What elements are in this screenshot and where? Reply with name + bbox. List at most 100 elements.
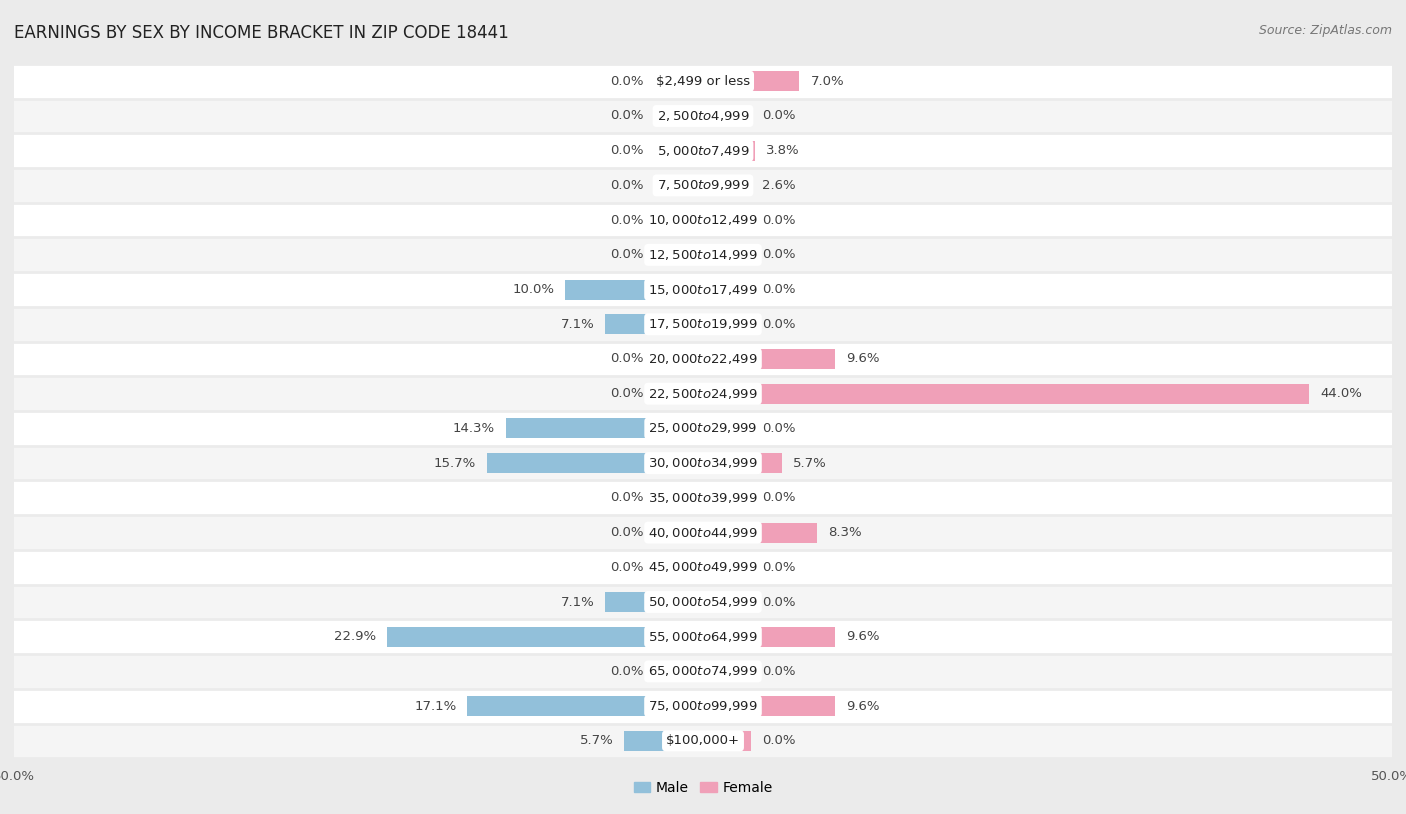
FancyBboxPatch shape [14, 168, 1392, 203]
Text: $22,500 to $24,999: $22,500 to $24,999 [648, 387, 758, 400]
Text: $45,000 to $49,999: $45,000 to $49,999 [648, 560, 758, 575]
Text: $2,500 to $4,999: $2,500 to $4,999 [657, 109, 749, 123]
Text: $15,000 to $17,499: $15,000 to $17,499 [648, 282, 758, 296]
Bar [486, 453, 703, 473]
Bar [655, 210, 703, 230]
FancyBboxPatch shape [14, 584, 1392, 619]
Bar [565, 279, 703, 300]
FancyBboxPatch shape [14, 203, 1392, 238]
Text: 0.0%: 0.0% [762, 734, 796, 747]
FancyBboxPatch shape [14, 619, 1392, 654]
FancyBboxPatch shape [14, 64, 1392, 98]
Text: 0.0%: 0.0% [610, 248, 644, 261]
Text: Source: ZipAtlas.com: Source: ZipAtlas.com [1258, 24, 1392, 37]
Bar [605, 314, 703, 335]
Text: 9.6%: 9.6% [846, 352, 880, 365]
FancyBboxPatch shape [14, 307, 1392, 342]
Text: $17,500 to $19,999: $17,500 to $19,999 [648, 317, 758, 331]
Bar [703, 210, 751, 230]
Bar [703, 71, 800, 91]
Text: EARNINGS BY SEX BY INCOME BRACKET IN ZIP CODE 18441: EARNINGS BY SEX BY INCOME BRACKET IN ZIP… [14, 24, 509, 42]
Text: 7.1%: 7.1% [561, 596, 595, 609]
Text: 0.0%: 0.0% [610, 179, 644, 192]
Bar [655, 106, 703, 126]
Text: 0.0%: 0.0% [610, 561, 644, 574]
Text: 0.0%: 0.0% [762, 283, 796, 296]
Text: $20,000 to $22,499: $20,000 to $22,499 [648, 352, 758, 366]
Text: 0.0%: 0.0% [762, 248, 796, 261]
Bar [703, 418, 751, 439]
Bar [703, 279, 751, 300]
Bar [605, 592, 703, 612]
Text: 0.0%: 0.0% [762, 665, 796, 678]
Text: 0.0%: 0.0% [610, 213, 644, 226]
Text: 10.0%: 10.0% [512, 283, 554, 296]
Text: 17.1%: 17.1% [415, 700, 457, 712]
Text: 0.0%: 0.0% [762, 110, 796, 122]
Text: $30,000 to $34,999: $30,000 to $34,999 [648, 456, 758, 470]
Bar [703, 696, 835, 716]
Text: 44.0%: 44.0% [1320, 387, 1362, 400]
Text: 0.0%: 0.0% [610, 526, 644, 539]
Text: 0.0%: 0.0% [762, 561, 796, 574]
Bar [703, 175, 751, 195]
Bar [655, 245, 703, 265]
Bar [655, 488, 703, 508]
Bar [703, 627, 835, 647]
Text: $100,000+: $100,000+ [666, 734, 740, 747]
Text: 14.3%: 14.3% [453, 422, 495, 435]
FancyBboxPatch shape [14, 342, 1392, 376]
Text: 7.1%: 7.1% [561, 317, 595, 330]
Text: 22.9%: 22.9% [335, 630, 377, 643]
Text: $55,000 to $64,999: $55,000 to $64,999 [648, 630, 758, 644]
FancyBboxPatch shape [14, 724, 1392, 758]
Bar [703, 558, 751, 577]
Text: 0.0%: 0.0% [762, 213, 796, 226]
Bar [703, 383, 1309, 404]
FancyBboxPatch shape [14, 654, 1392, 689]
Bar [467, 696, 703, 716]
Bar [655, 349, 703, 369]
FancyBboxPatch shape [14, 515, 1392, 550]
Bar [703, 141, 755, 161]
Text: $65,000 to $74,999: $65,000 to $74,999 [648, 664, 758, 678]
FancyBboxPatch shape [14, 133, 1392, 168]
Text: 0.0%: 0.0% [610, 352, 644, 365]
Text: 0.0%: 0.0% [610, 492, 644, 505]
Bar [655, 383, 703, 404]
FancyBboxPatch shape [14, 376, 1392, 411]
Text: 9.6%: 9.6% [846, 700, 880, 712]
FancyBboxPatch shape [14, 550, 1392, 584]
Text: 0.0%: 0.0% [610, 110, 644, 122]
Text: 5.7%: 5.7% [579, 734, 613, 747]
Text: $10,000 to $12,499: $10,000 to $12,499 [648, 213, 758, 227]
Bar [506, 418, 703, 439]
Bar [655, 71, 703, 91]
Bar [703, 488, 751, 508]
Text: 0.0%: 0.0% [610, 665, 644, 678]
Text: $25,000 to $29,999: $25,000 to $29,999 [648, 422, 758, 435]
Text: 0.0%: 0.0% [762, 492, 796, 505]
FancyBboxPatch shape [14, 446, 1392, 480]
Text: 15.7%: 15.7% [433, 457, 475, 470]
Bar [703, 106, 751, 126]
Text: $35,000 to $39,999: $35,000 to $39,999 [648, 491, 758, 505]
Text: 0.0%: 0.0% [762, 596, 796, 609]
Text: 0.0%: 0.0% [610, 144, 644, 157]
Bar [703, 314, 751, 335]
Bar [703, 453, 782, 473]
Bar [388, 627, 703, 647]
Legend: Male, Female: Male, Female [628, 776, 778, 801]
FancyBboxPatch shape [14, 238, 1392, 272]
Bar [703, 592, 751, 612]
Text: 2.6%: 2.6% [762, 179, 796, 192]
Text: 3.8%: 3.8% [766, 144, 800, 157]
Text: $40,000 to $44,999: $40,000 to $44,999 [648, 526, 758, 540]
Text: $2,499 or less: $2,499 or less [657, 75, 749, 88]
Text: 0.0%: 0.0% [610, 387, 644, 400]
FancyBboxPatch shape [14, 689, 1392, 724]
Bar [655, 558, 703, 577]
FancyBboxPatch shape [14, 411, 1392, 446]
Text: 5.7%: 5.7% [793, 457, 827, 470]
Text: 7.0%: 7.0% [810, 75, 844, 88]
